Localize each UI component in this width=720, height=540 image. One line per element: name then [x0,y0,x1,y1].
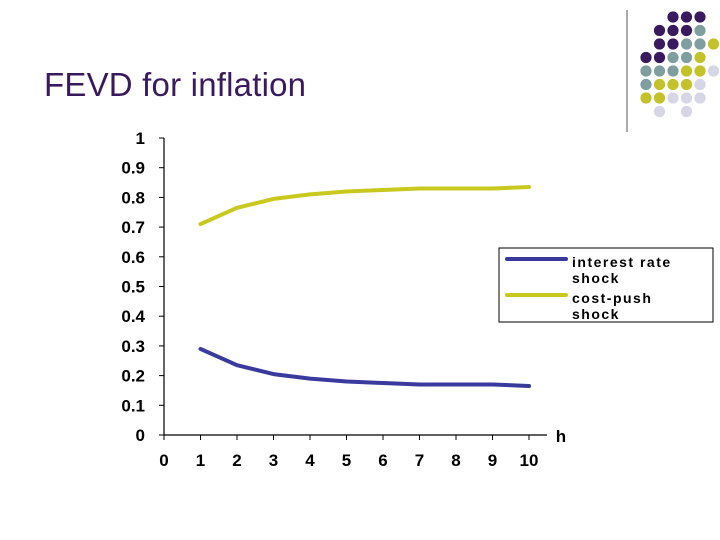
data-point [454,186,458,190]
decorative-dot [694,38,706,50]
x-tick-label: 9 [488,451,497,470]
decorative-dot [653,51,666,64]
decorative-dot [667,11,679,23]
legend-entry-label: shock [572,270,620,286]
data-point [527,185,531,189]
data-point [199,222,202,226]
y-tick-label: 0.2 [121,367,145,386]
decorative-dot [694,11,706,23]
y-tick-label: 0.7 [121,218,145,237]
data-point [235,206,239,210]
decorative-dot [680,78,693,91]
data-point [418,186,421,190]
decorative-dot [680,51,693,64]
decorative-dot [640,78,652,91]
y-tick-label: 0.1 [121,396,145,415]
decorative-dot [667,65,679,77]
decorative-dot [680,105,693,118]
x-tick-label: 4 [305,451,315,470]
data-point [235,363,239,367]
decorative-dot [694,65,706,77]
decorative-dot [653,105,666,118]
decorative-dot [694,51,706,64]
decorative-dot [707,38,720,50]
x-tick-label: 8 [451,451,460,470]
x-tick-label: 5 [342,451,351,470]
decorative-dot [667,92,679,104]
x-tick-label: 10 [520,451,539,470]
y-tick-label: 0.8 [121,188,145,207]
data-point [381,381,385,385]
decorative-dot [640,92,652,104]
decorative-dot [653,38,666,50]
decorative-dot [680,65,693,77]
y-tick-label: 0.9 [121,159,145,178]
decorative-dot [680,24,693,37]
decorative-dot [653,65,666,77]
decorative-dot [667,51,679,64]
data-point [199,347,202,351]
data-point [454,383,458,387]
legend-entry-label: shock [572,306,620,322]
y-tick-label: 0.3 [121,337,145,356]
y-tick-label: 1 [136,129,145,148]
x-tick-label: 1 [196,451,205,470]
data-point [345,189,348,193]
y-tick-label: 0 [136,426,145,445]
decorative-dot [667,78,679,91]
x-tick-label: 3 [269,451,278,470]
x-tick-label: 7 [415,451,424,470]
decorative-dot [653,92,666,104]
decorative-dot [653,78,666,91]
decorative-dot [707,65,720,77]
decorative-dot [653,24,666,37]
decorative-dot [694,92,706,104]
x-axis-label: h [556,427,566,446]
data-point [491,383,494,387]
legend-entry-label: cost-push [572,290,652,306]
decorative-dot [680,38,693,50]
data-point [418,383,421,387]
data-point [345,380,348,384]
decorative-dot [680,11,693,23]
decorative-dot [640,51,652,64]
data-point [308,192,312,196]
x-tick-label: 0 [159,451,168,470]
decorative-dot [680,92,693,104]
x-tick-label: 6 [378,451,387,470]
x-tick-label: 2 [232,451,241,470]
legend-entry-label: interest rate [572,254,672,270]
data-point [527,384,531,388]
data-point [381,188,385,192]
y-tick-label: 0.6 [121,248,145,267]
decorative-dot [640,65,652,77]
y-tick-label: 0.4 [121,307,145,326]
data-point [272,372,275,376]
series-line-1 [198,185,531,227]
data-point [272,197,275,201]
decorative-dot [694,78,706,91]
data-point [491,186,494,190]
decorative-dot [667,24,679,37]
decorative-dot-grid [626,10,720,132]
data-point [308,377,312,381]
decorative-dot [694,24,706,37]
series-line-0 [198,346,531,388]
slide-title: FEVD for inflation [44,66,307,103]
y-tick-label: 0.5 [121,278,145,297]
decorative-dot [667,38,679,50]
